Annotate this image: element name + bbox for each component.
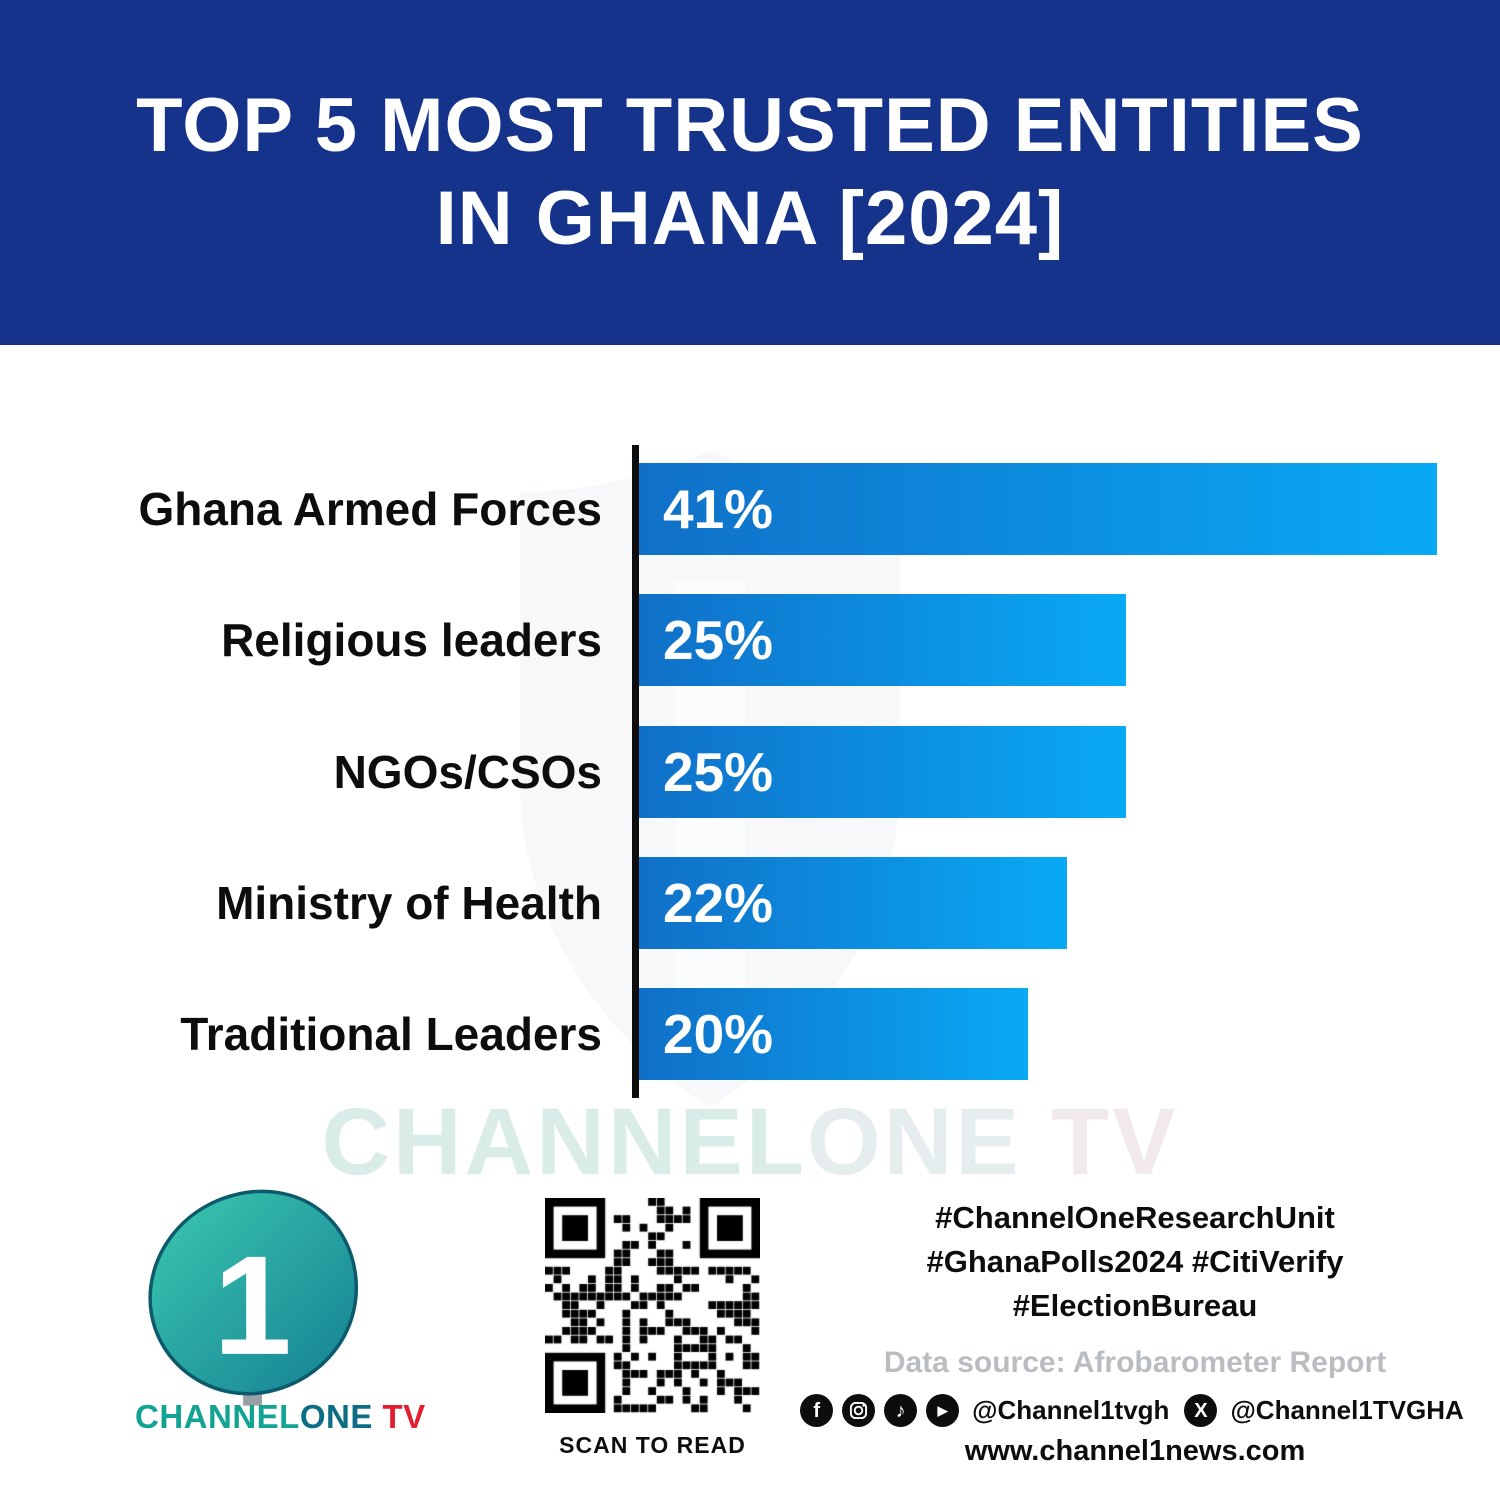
bar-value-label: 41% [663,478,774,540]
bar-value-label: 25% [663,609,774,671]
hashtags: #ChannelOneResearchUnit #GhanaPolls2024 … [855,1196,1415,1328]
instagram-icon [842,1394,876,1427]
channel-one-logo: 1 [148,1189,359,1406]
website-url: www.channel1news.com [964,1435,1306,1467]
tiktok-icon: ♪ [884,1394,918,1427]
logo-numeral: 1 [213,1226,291,1384]
category-label: Ministry of Health [216,877,602,929]
bar: 20% [639,988,1028,1080]
social-row: f ♪ ▶ @Channel1tvgh X @Channel1TVGHA [800,1394,1464,1427]
chart-row: NGOs/CSOs 25% [0,726,1500,818]
category-label: Traditional Leaders [180,1008,602,1060]
bar-value-label: 22% [663,872,774,934]
page-title-line1: TOP 5 MOST TRUSTED ENTITIES [136,82,1364,168]
chart-row: Ministry of Health 22% [0,857,1500,949]
qr-code [545,1198,760,1413]
category-label: Religious leaders [221,614,602,666]
category-label: Ghana Armed Forces [138,483,602,535]
data-source-note: Data source: Afrobarometer Report [883,1346,1387,1379]
chart-row: Ghana Armed Forces 41% [0,463,1500,555]
header-banner: TOP 5 MOST TRUSTED ENTITIES IN GHANA [20… [0,0,1500,345]
hashtag-line1: #ChannelOneResearchUnit [935,1200,1335,1235]
bar: 25% [639,594,1126,686]
chart-row: Traditional Leaders 20% [0,988,1500,1080]
youtube-icon: ▶ [926,1394,960,1427]
page-title-line2: IN GHANA [2024] [435,175,1065,261]
social-handle-2: @Channel1TVGHA [1230,1395,1464,1425]
bar: 22% [639,857,1067,949]
bar-chart: Ghana Armed Forces 41% Religious leaders… [0,345,1500,1125]
bar-value-label: 25% [663,741,774,803]
x-icon: X [1184,1394,1218,1427]
channel-one-wordmark: CHANNELONE TV [135,1398,475,1436]
wordmark-tv: TV [372,1398,426,1435]
y-axis-line [632,445,639,1098]
wordmark-one: ONE [299,1398,373,1435]
page-title: TOP 5 MOST TRUSTED ENTITIES IN GHANA [20… [136,80,1364,265]
hashtag-line3: #ElectionBureau [1012,1288,1258,1323]
hashtag-line2: #GhanaPolls2024 #CitiVerify [926,1244,1344,1279]
bar-value-label: 20% [663,1003,774,1065]
bar: 41% [639,463,1437,555]
social-handle-1: @Channel1tvgh [972,1395,1170,1425]
chart-row: Religious leaders 25% [0,594,1500,686]
facebook-icon: f [800,1394,834,1427]
bar: 25% [639,726,1126,818]
wordmark-channel: CHANNEL [135,1398,300,1435]
qr-caption: SCAN TO READ [559,1432,746,1458]
category-label: NGOs/CSOs [333,746,602,798]
footer-info-block: #ChannelOneResearchUnit #GhanaPolls2024 … [800,1196,1464,1468]
